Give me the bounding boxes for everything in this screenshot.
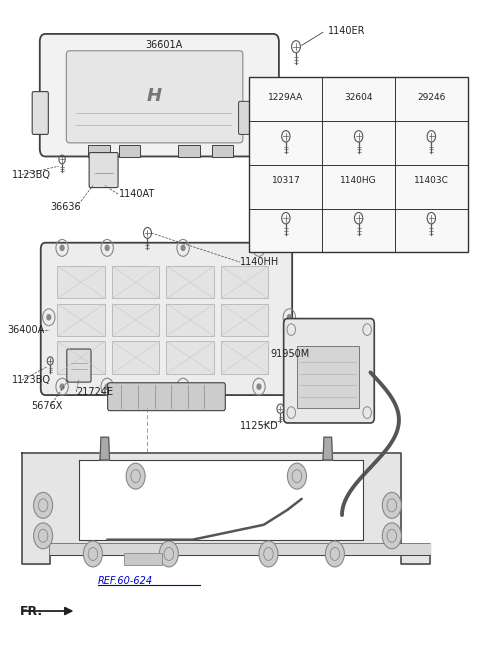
Text: 36601A: 36601A xyxy=(145,40,183,50)
Circle shape xyxy=(159,541,179,567)
Text: 1140HH: 1140HH xyxy=(240,257,279,267)
Bar xyxy=(124,553,162,565)
Text: 10317: 10317 xyxy=(272,176,300,184)
Bar xyxy=(57,266,105,298)
Text: 1229AA: 1229AA xyxy=(268,93,303,101)
Text: H: H xyxy=(147,87,162,105)
Circle shape xyxy=(84,541,102,567)
FancyBboxPatch shape xyxy=(32,92,48,135)
Circle shape xyxy=(383,492,401,518)
Text: 1140AT: 1140AT xyxy=(119,189,155,199)
FancyBboxPatch shape xyxy=(40,34,279,156)
FancyBboxPatch shape xyxy=(239,101,267,135)
Text: 29246: 29246 xyxy=(417,93,445,101)
Bar xyxy=(119,145,140,157)
FancyBboxPatch shape xyxy=(41,243,292,395)
Text: 1123BQ: 1123BQ xyxy=(12,375,51,385)
Circle shape xyxy=(60,245,64,250)
Bar xyxy=(297,347,359,408)
Polygon shape xyxy=(323,438,333,460)
Circle shape xyxy=(47,315,51,320)
FancyBboxPatch shape xyxy=(89,152,118,188)
Text: 32604: 32604 xyxy=(344,93,373,101)
Text: 1140HG: 1140HG xyxy=(340,176,377,184)
Circle shape xyxy=(105,245,109,250)
Bar xyxy=(88,145,109,157)
Text: 5676X: 5676X xyxy=(31,401,62,411)
Bar xyxy=(167,341,214,373)
Bar xyxy=(57,303,105,336)
Bar xyxy=(167,303,214,336)
FancyBboxPatch shape xyxy=(284,318,374,423)
Bar xyxy=(167,266,214,298)
Bar xyxy=(221,341,268,373)
Circle shape xyxy=(383,523,401,549)
Text: 91950M: 91950M xyxy=(271,349,310,359)
Text: FR.: FR. xyxy=(19,604,43,617)
Text: 11403C: 11403C xyxy=(414,176,449,184)
Polygon shape xyxy=(79,460,363,540)
Bar xyxy=(250,77,468,252)
Bar xyxy=(57,341,105,373)
Bar xyxy=(351,502,375,523)
Text: 36636: 36636 xyxy=(50,202,81,212)
Text: REF.60-624: REF.60-624 xyxy=(97,576,153,586)
FancyBboxPatch shape xyxy=(108,383,225,411)
Bar xyxy=(112,266,159,298)
Circle shape xyxy=(288,463,306,489)
FancyBboxPatch shape xyxy=(66,51,243,143)
Circle shape xyxy=(181,384,185,389)
Circle shape xyxy=(325,541,344,567)
Circle shape xyxy=(34,523,53,549)
Circle shape xyxy=(60,384,64,389)
Circle shape xyxy=(259,541,278,567)
Circle shape xyxy=(288,315,291,320)
Circle shape xyxy=(34,492,53,518)
Circle shape xyxy=(257,245,261,250)
Polygon shape xyxy=(50,544,430,555)
Bar xyxy=(112,303,159,336)
Circle shape xyxy=(126,463,145,489)
Bar xyxy=(112,341,159,373)
Text: 1140ER: 1140ER xyxy=(328,26,365,36)
Circle shape xyxy=(105,384,109,389)
Bar xyxy=(221,266,268,298)
Polygon shape xyxy=(22,453,430,564)
Bar xyxy=(221,303,268,336)
Circle shape xyxy=(257,384,261,389)
Text: 1123BQ: 1123BQ xyxy=(12,169,51,180)
Bar xyxy=(212,145,233,157)
Polygon shape xyxy=(100,438,109,460)
Text: 36400A: 36400A xyxy=(8,325,45,336)
Circle shape xyxy=(181,245,185,250)
Bar xyxy=(179,145,200,157)
FancyBboxPatch shape xyxy=(273,92,289,135)
FancyBboxPatch shape xyxy=(67,349,91,382)
Text: 21724E: 21724E xyxy=(76,387,113,397)
Text: 1125KD: 1125KD xyxy=(240,421,279,430)
